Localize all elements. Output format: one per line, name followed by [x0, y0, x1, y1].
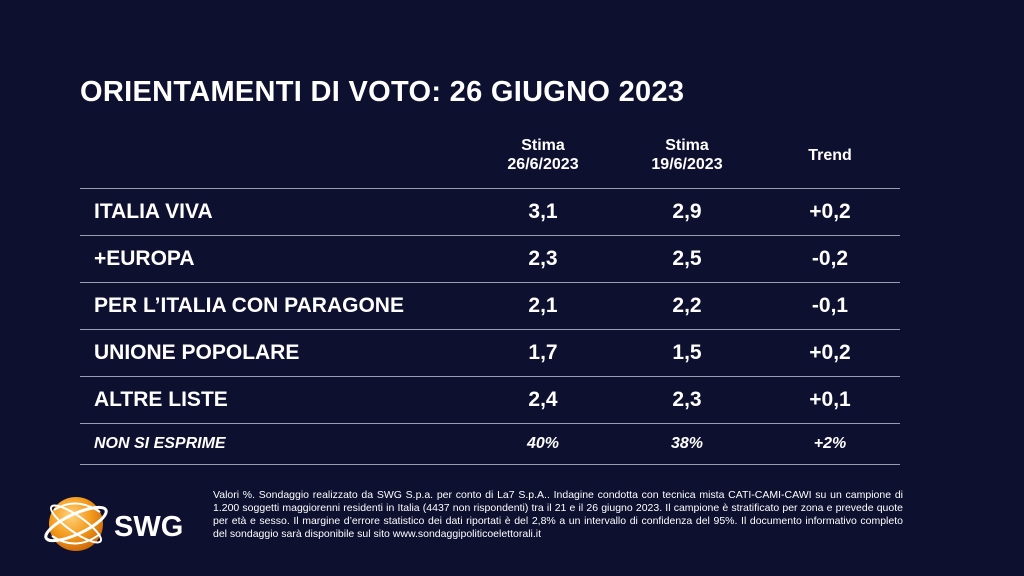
value-trend: -0,2	[811, 247, 849, 270]
column-header-stima-current-line1: Stima	[521, 137, 565, 154]
value-previous: 2,9	[672, 200, 702, 223]
row-label: PER L’ITALIA CON PARAGONE	[94, 294, 404, 317]
value-trend: +0,2	[809, 341, 851, 364]
value-current: 1,7	[528, 341, 558, 364]
row-label: ITALIA VIVA	[94, 200, 213, 223]
value-current: 2,3	[528, 247, 558, 270]
methodology-footnote: Valori %. Sondaggio realizzato da SWG S.…	[213, 489, 903, 540]
table-row-non-si-esprime: NON SI ESPRIME 40% 38% +2%	[80, 424, 900, 465]
logo-text: SWG	[114, 511, 183, 543]
value-previous: 2,5	[672, 247, 702, 270]
column-header-stima-previous: Stima 19/6/2023	[622, 136, 752, 174]
column-header-stima-current: Stima 26/6/2023	[478, 136, 608, 174]
row-label: ALTRE LISTE	[94, 388, 228, 411]
row-label: +EUROPA	[94, 247, 195, 270]
value-trend: +0,2	[809, 200, 851, 223]
table-row: PER L’ITALIA CON PARAGONE 2,1 2,2 -0,1	[80, 283, 900, 330]
column-header-stima-previous-line1: Stima	[665, 137, 709, 154]
value-trend: -0,1	[811, 294, 849, 317]
row-label: NON SI ESPRIME	[94, 435, 226, 452]
value-previous: 1,5	[672, 341, 702, 364]
value-current: 2,1	[528, 294, 558, 317]
value-previous: 38%	[670, 435, 704, 452]
globe-icon: SWG	[44, 497, 183, 551]
results-table: ITALIA VIVA 3,1 2,9 +0,2 +EUROPA 2,3 2,5…	[80, 188, 900, 465]
column-header-trend: Trend	[808, 147, 852, 164]
value-previous: 2,2	[672, 294, 702, 317]
value-trend: +0,1	[809, 388, 851, 411]
table-row: ALTRE LISTE 2,4 2,3 +0,1	[80, 377, 900, 424]
value-current: 3,1	[528, 200, 558, 223]
value-current: 2,4	[528, 388, 558, 411]
table-row: UNIONE POPOLARE 1,7 1,5 +0,2	[80, 330, 900, 377]
value-previous: 2,3	[672, 388, 702, 411]
value-current: 40%	[526, 435, 560, 452]
table-row: ITALIA VIVA 3,1 2,9 +0,2	[80, 189, 900, 236]
table-row: +EUROPA 2,3 2,5 -0,2	[80, 236, 900, 283]
swg-logo: SWG	[40, 490, 210, 560]
column-header-stima-previous-date: 19/6/2023	[651, 156, 723, 173]
row-label: UNIONE POPOLARE	[94, 341, 300, 364]
page-title: ORIENTAMENTI DI VOTO: 26 GIUGNO 2023	[80, 76, 685, 108]
column-header-stima-current-date: 26/6/2023	[507, 156, 579, 173]
value-trend: +2%	[813, 435, 847, 452]
